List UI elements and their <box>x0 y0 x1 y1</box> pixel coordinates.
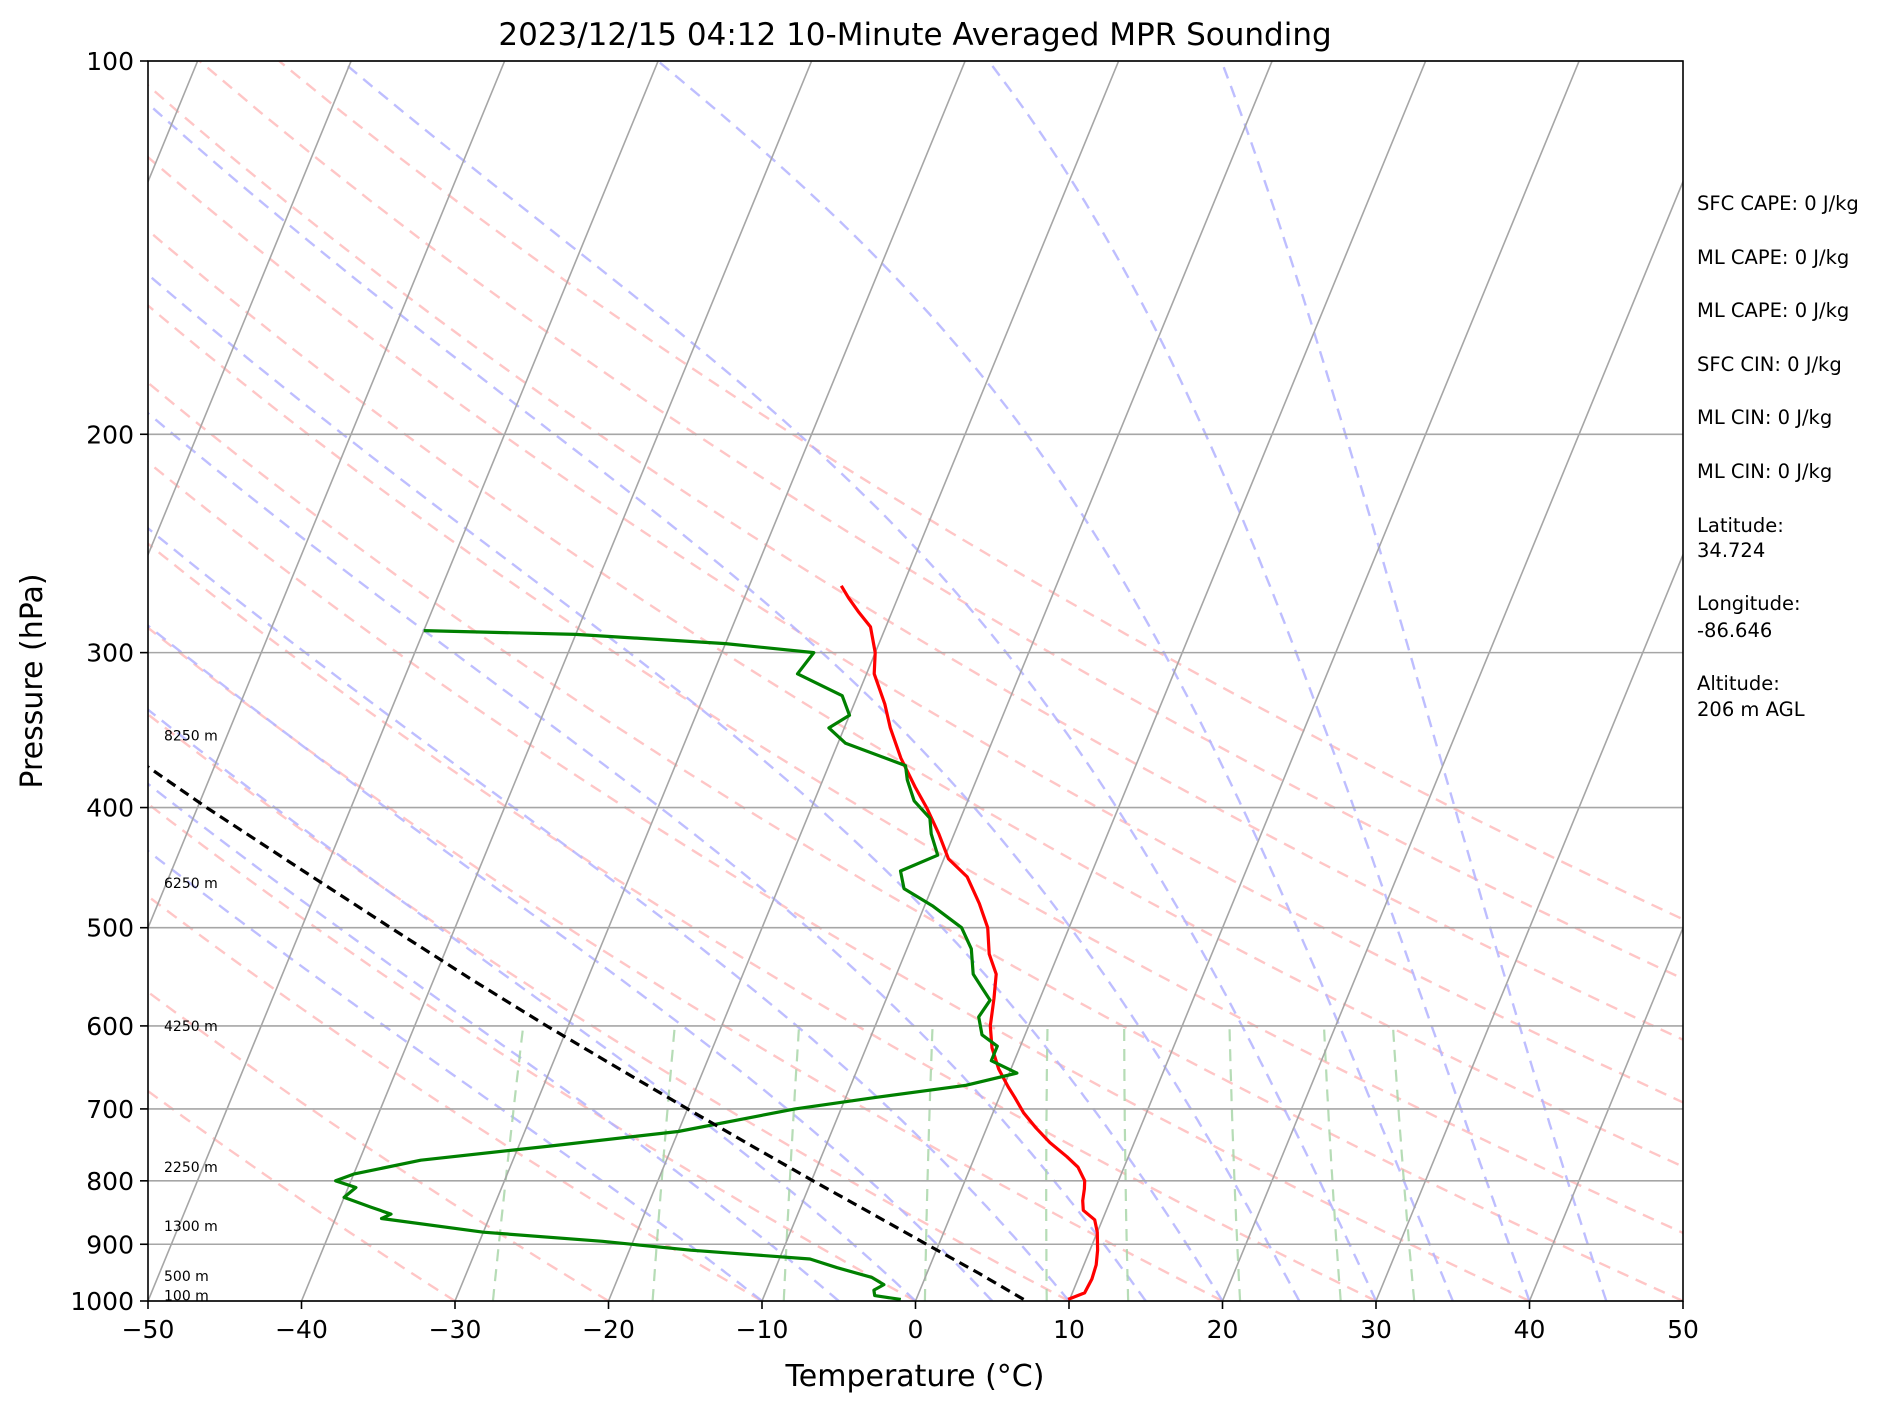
moist-adiabat-line <box>148 411 1147 1301</box>
y-tick-label: 500 <box>86 914 134 943</box>
mixing-ratio-line <box>1228 1025 1242 1301</box>
dry-adiabat-line <box>148 712 1070 1301</box>
y-tick-label: 300 <box>86 639 134 668</box>
isotherm-line <box>148 61 506 930</box>
y-tick-label: 600 <box>86 1012 134 1041</box>
longitude-value: -86.646 <box>1697 619 1772 642</box>
isotherm-line <box>454 61 966 1301</box>
isotherm-line <box>914 61 1427 1301</box>
altitude-label: Altitude: <box>1697 672 1780 695</box>
moist-adiabat-line <box>1220 61 1608 1301</box>
dry-adiabat-line <box>148 381 1683 1301</box>
background-lines <box>148 61 1683 1301</box>
isotherm-line <box>761 61 1273 1301</box>
height-label: 100 m <box>164 1289 209 1305</box>
dry-adiabat-line <box>148 303 1683 1235</box>
x-tick-label: 10 <box>1053 1315 1085 1344</box>
index-ml-cin-1: ML CIN: 0 J/kg <box>1697 406 1832 429</box>
height-label: 2250 m <box>164 1160 218 1176</box>
height-label: 4250 m <box>164 1019 218 1035</box>
x-tick-label: −20 <box>582 1315 635 1344</box>
dry-adiabat-line <box>148 626 1224 1301</box>
x-tick-label: −30 <box>429 1315 482 1344</box>
x-tick-label: −10 <box>736 1315 789 1344</box>
x-tick-label: 50 <box>1667 1315 1699 1344</box>
x-tick-label: 0 <box>908 1315 924 1344</box>
longitude-label: Longitude: <box>1697 592 1801 615</box>
moist-adiabat-line <box>148 708 917 1301</box>
y-axis-ticks: 100 200 300 400 500 600 700 800 900 1000 <box>70 47 148 1316</box>
dry-adiabat-line <box>148 542 1377 1301</box>
dry-adiabat-line <box>148 83 1683 1042</box>
height-label: 500 m <box>164 1269 209 1285</box>
index-ml-cape-1: ML CAPE: 0 J/kg <box>1697 246 1849 269</box>
dry-adiabat-line <box>148 228 1683 1169</box>
x-axis-label: Temperature (°C) <box>785 1359 1045 1394</box>
isotherm-line <box>148 61 659 1301</box>
height-label: 6250 m <box>164 876 218 892</box>
x-axis-ticks: −50 −40 −30 −20 −10 0 10 20 30 40 50 <box>122 1301 1699 1344</box>
isotherm-line <box>300 61 813 1301</box>
isotherm-line <box>1375 552 1683 1301</box>
moist-adiabat-line <box>148 849 763 1301</box>
moist-adiabat-line <box>148 624 994 1301</box>
dry-adiabat-line <box>148 894 763 1301</box>
moist-adiabat-line <box>340 61 1378 1301</box>
dewpoint-line <box>334 629 1019 1301</box>
x-tick-label: 30 <box>1360 1315 1392 1344</box>
x-tick-label: −50 <box>122 1315 175 1344</box>
height-labels: 8250 m 6250 m 4250 m 2250 m 1300 m 500 m 100 m <box>164 729 218 1305</box>
height-label: 1300 m <box>164 1219 218 1235</box>
height-label: 8250 m <box>164 729 218 745</box>
y-tick-label: 1000 <box>70 1287 134 1316</box>
moist-adiabat-line <box>148 102 1301 1301</box>
y-tick-label: 400 <box>86 794 134 823</box>
index-sfc-cin: SFC CIN: 0 J/kg <box>1697 353 1842 376</box>
sounding-info-panel: SFC CAPE: 0 J/kg ML CAPE: 0 J/kg ML CAPE… <box>1697 192 1859 721</box>
parcel-line <box>148 764 1025 1301</box>
moist-adiabat-line <box>148 526 1070 1301</box>
latitude-value: 34.724 <box>1697 539 1765 562</box>
x-tick-label: −40 <box>275 1315 328 1344</box>
y-tick-label: 100 <box>86 47 134 76</box>
mixing-ratio-line <box>491 1025 525 1301</box>
isotherm-line <box>1221 179 1683 1301</box>
y-tick-label: 800 <box>86 1167 134 1196</box>
profile-lines <box>148 584 1100 1301</box>
isotherm-line <box>607 61 1120 1301</box>
latitude-label: Latitude: <box>1697 514 1784 537</box>
moist-adiabat-line <box>148 272 1224 1301</box>
y-tick-label: 900 <box>86 1230 134 1259</box>
index-sfc-cape: SFC CAPE: 0 J/kg <box>1697 192 1859 215</box>
isotherm-line <box>1068 61 1580 1301</box>
dry-adiabat-line <box>278 61 1683 921</box>
isotherm-line <box>148 61 352 557</box>
chart-title: 2023/12/15 04:12 10-Minute Averaged MPR … <box>498 17 1331 53</box>
dry-adiabat-line <box>148 460 1531 1301</box>
index-ml-cape-2: ML CAPE: 0 J/kg <box>1697 299 1849 322</box>
dry-adiabat-line <box>148 1089 456 1301</box>
y-tick-label: 700 <box>86 1095 134 1124</box>
x-tick-label: 40 <box>1514 1315 1546 1344</box>
dry-adiabat-line <box>148 802 917 1301</box>
moist-adiabat-line <box>657 61 1454 1301</box>
x-tick-label: 20 <box>1207 1315 1239 1344</box>
dry-adiabat-line <box>148 155 1683 1104</box>
y-axis-label: Pressure (hPa) <box>15 573 50 788</box>
index-ml-cin-2: ML CIN: 0 J/kg <box>1697 460 1832 483</box>
temperature-line <box>839 584 1100 1301</box>
mixing-ratio-line <box>1045 1025 1049 1301</box>
moist-adiabat-line <box>987 61 1531 1301</box>
dry-adiabat-line <box>148 990 610 1301</box>
isotherm-line <box>1528 925 1683 1301</box>
y-tick-label: 200 <box>86 420 134 449</box>
altitude-value: 206 m AGL <box>1697 698 1805 721</box>
